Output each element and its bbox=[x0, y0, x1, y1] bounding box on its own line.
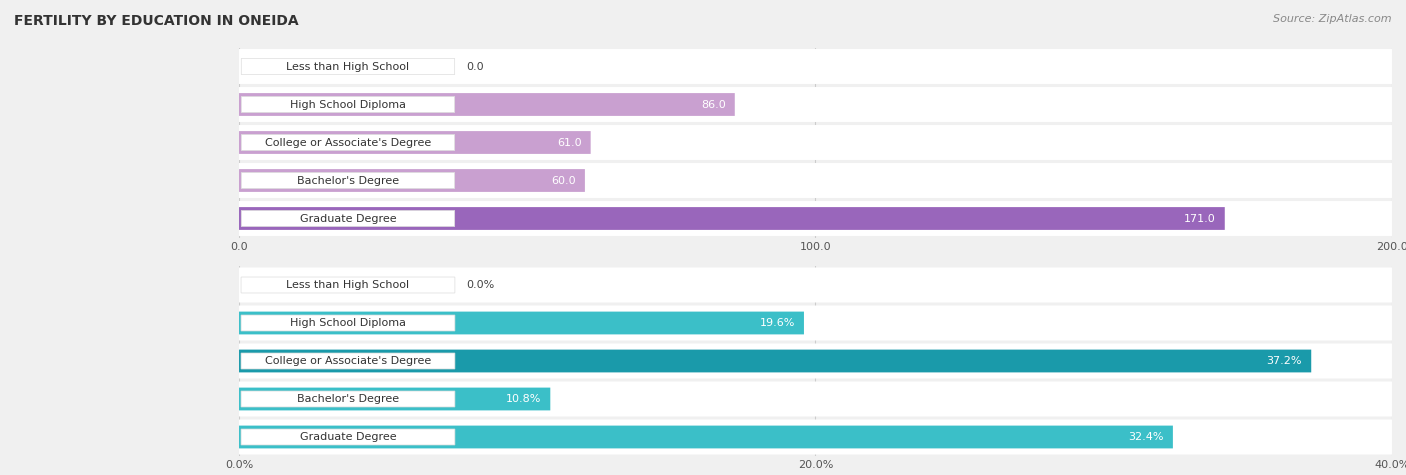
FancyBboxPatch shape bbox=[240, 277, 456, 293]
Text: 0.0%: 0.0% bbox=[467, 280, 495, 290]
Text: 0.0: 0.0 bbox=[467, 61, 484, 72]
Text: 19.6%: 19.6% bbox=[759, 318, 794, 328]
FancyBboxPatch shape bbox=[239, 426, 1173, 448]
FancyBboxPatch shape bbox=[242, 210, 454, 227]
Text: High School Diploma: High School Diploma bbox=[290, 99, 406, 110]
Text: 86.0: 86.0 bbox=[700, 99, 725, 110]
FancyBboxPatch shape bbox=[239, 163, 1392, 198]
FancyBboxPatch shape bbox=[239, 267, 1392, 303]
FancyBboxPatch shape bbox=[239, 93, 735, 116]
FancyBboxPatch shape bbox=[242, 58, 454, 75]
Text: Source: ZipAtlas.com: Source: ZipAtlas.com bbox=[1274, 14, 1392, 24]
FancyBboxPatch shape bbox=[240, 391, 456, 407]
Text: 60.0: 60.0 bbox=[551, 175, 575, 186]
FancyBboxPatch shape bbox=[239, 343, 1392, 379]
FancyBboxPatch shape bbox=[239, 49, 1392, 84]
FancyBboxPatch shape bbox=[239, 419, 1392, 455]
Text: Bachelor's Degree: Bachelor's Degree bbox=[297, 175, 399, 186]
Text: 37.2%: 37.2% bbox=[1267, 356, 1302, 366]
FancyBboxPatch shape bbox=[240, 315, 456, 331]
Text: FERTILITY BY EDUCATION IN ONEIDA: FERTILITY BY EDUCATION IN ONEIDA bbox=[14, 14, 298, 28]
FancyBboxPatch shape bbox=[240, 353, 456, 369]
Text: Graduate Degree: Graduate Degree bbox=[299, 432, 396, 442]
Text: 32.4%: 32.4% bbox=[1128, 432, 1164, 442]
FancyBboxPatch shape bbox=[239, 207, 1225, 230]
FancyBboxPatch shape bbox=[239, 350, 1312, 372]
Text: High School Diploma: High School Diploma bbox=[290, 318, 406, 328]
FancyBboxPatch shape bbox=[239, 125, 1392, 160]
Text: College or Associate's Degree: College or Associate's Degree bbox=[264, 137, 432, 148]
Text: Graduate Degree: Graduate Degree bbox=[299, 213, 396, 224]
FancyBboxPatch shape bbox=[239, 381, 1392, 417]
Text: Bachelor's Degree: Bachelor's Degree bbox=[297, 394, 399, 404]
Text: 10.8%: 10.8% bbox=[506, 394, 541, 404]
FancyBboxPatch shape bbox=[239, 169, 585, 192]
FancyBboxPatch shape bbox=[239, 87, 1392, 122]
FancyBboxPatch shape bbox=[242, 96, 454, 113]
FancyBboxPatch shape bbox=[242, 172, 454, 189]
FancyBboxPatch shape bbox=[240, 429, 456, 445]
FancyBboxPatch shape bbox=[239, 312, 804, 334]
Text: Less than High School: Less than High School bbox=[287, 61, 409, 72]
FancyBboxPatch shape bbox=[239, 388, 550, 410]
Text: College or Associate's Degree: College or Associate's Degree bbox=[264, 356, 432, 366]
FancyBboxPatch shape bbox=[239, 305, 1392, 341]
Text: 61.0: 61.0 bbox=[557, 137, 582, 148]
FancyBboxPatch shape bbox=[242, 134, 454, 151]
FancyBboxPatch shape bbox=[239, 201, 1392, 236]
Text: Less than High School: Less than High School bbox=[287, 280, 409, 290]
Text: 171.0: 171.0 bbox=[1184, 213, 1216, 224]
FancyBboxPatch shape bbox=[239, 131, 591, 154]
